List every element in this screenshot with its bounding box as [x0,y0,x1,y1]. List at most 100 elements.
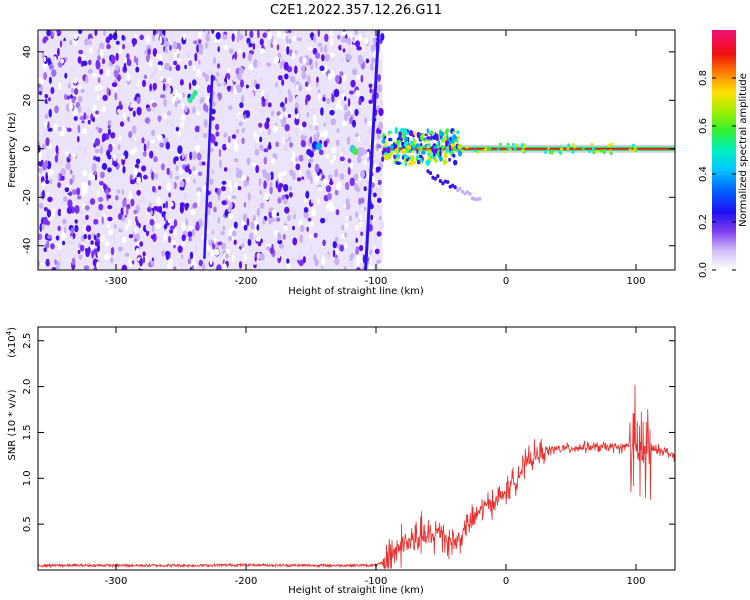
spectrogram-noise-cell [110,132,116,139]
spectrogram-noise-cell [43,247,47,252]
spectrogram-noise-cell [136,189,141,196]
spectrogram-noise-cell [177,145,183,155]
spectrogram-carrier-cell [439,131,445,137]
spectrogram-noise-cell [177,93,183,100]
spectrogram-noise-cell [121,264,128,270]
spectrogram-noise-cell [62,218,67,225]
spectrogram-noise-cell [174,156,179,162]
spectrogram-noise-cell [64,187,70,193]
spectrogram-noise-cell [85,214,89,220]
spectrogram-noise-cell [342,120,347,127]
spectrogram-carrier-cell [443,152,448,159]
spectrogram-noise-cell [328,73,332,81]
spectrogram-noise-cell [379,262,385,268]
spectrogram-noise-cell [78,49,84,55]
spectrogram-noise-cell [256,207,261,217]
spectrogram-noise-cell [95,208,100,218]
spectrogram-noise-cell [188,60,193,67]
spectrogram-noise-cell [216,264,222,270]
spectrogram-noise-cell [295,112,300,120]
spectrogram-noise-cell [162,203,166,209]
spectrogram-noise-cell [298,84,303,92]
spectrogram-noise-cell [237,186,242,191]
spectrogram-noise-cell [177,129,181,138]
spectrogram-noise-cell [260,238,263,244]
spectrogram-y-tick-label: -20 [22,189,33,205]
spectrogram-noise-cell [51,56,56,64]
spectrogram-noise-cell [128,190,133,200]
spectrogram-noise-cell [247,53,253,62]
spectrogram-noise-cell [271,157,276,165]
spectrogram-noise-cell [374,158,380,164]
spectrogram-noise-cell [202,71,206,78]
spectrogram-noise-cell [81,217,87,224]
spectrogram-noise-cell [213,236,217,244]
spectrogram-noise-cell [150,234,155,240]
spectrogram-noise-cell [168,235,171,244]
spectrogram-noise-cell [339,57,345,62]
spectrogram-noise-cell [266,172,272,182]
spectrogram-noise-cell [307,74,310,81]
spectrogram-noise-cell [55,145,59,154]
snr-y-exponent-open: (x10 [7,335,18,358]
spectrogram-noise-cell [39,79,44,85]
spectrogram-noise-cell [222,263,227,270]
spectrogram-noise-cell [301,70,307,80]
spectrogram-carrier-cell [439,150,442,157]
spectrogram-noise-cell [243,224,248,231]
spectrogram-noise-cell [158,64,162,71]
spectrogram-noise-cell [358,57,364,65]
spectrogram-noise-cell [78,105,82,114]
spectrogram-noise-cell [281,79,285,86]
spectrogram-noise-cell [363,206,367,212]
spectrogram-noise-cell [48,64,54,70]
spectrogram-noise-cell [368,264,374,270]
spectrogram-carrier-cell [401,148,407,155]
spectrogram-noise-cell [140,152,144,160]
spectrogram-noise-cell [44,113,49,120]
spectrogram-noise-cell [354,132,359,138]
spectrogram-noise-cell [341,44,344,50]
spectrogram-noise-cell [41,223,45,230]
spectrogram-noise-cell [335,139,340,146]
spectrogram-noise-cell [112,160,116,166]
spectrogram-noise-cell [39,91,42,96]
spectrogram-noise-cell [377,204,381,212]
spectrogram-noise-cell [377,84,382,93]
spectrogram-noise-cell [245,110,251,119]
spectrogram-noise-cell [343,265,347,270]
spectrogram-carrier-cell [381,156,385,163]
spectrogram-x-tick-label: 100 [626,276,645,287]
spectrogram-noise-cell [295,96,300,103]
spectrogram-noise-cell [115,40,120,45]
spectrogram-noise-cell [260,187,265,196]
spectrogram-noise-cell [349,105,353,112]
spectrogram-noise-cell [267,127,271,136]
spectrogram-carrier-cell [413,131,417,136]
spectrogram-noise-cell [38,83,41,88]
spectrogram-noise-cell [267,102,272,108]
spectrogram-noise-cell [297,252,302,261]
spectrogram-noise-cell [177,245,183,253]
spectrogram-noise-cell [264,121,270,130]
spectrogram-noise-cell [259,48,266,54]
spectrogram-noise-cell [122,43,126,50]
spectrogram-carrier-cell [588,150,592,153]
spectrogram-carrier-cell [426,136,431,140]
spectrogram-noise-cell [126,59,132,67]
spectrogram-noise-cell [347,98,351,107]
spectrogram-noise-cell [277,232,282,240]
spectrogram-noise-cell [179,167,184,175]
spectrogram-noise-cell [114,195,119,201]
spectrogram-noise-cell [288,38,292,44]
spectrogram-carrier-cell [421,150,426,155]
spectrogram-y-label: Frequency (Hz) [7,112,18,188]
spectrogram-noise-cell [211,30,215,34]
snr-x-tick-label: 0 [503,576,509,587]
spectrogram-noise-cell [217,216,221,224]
spectrogram-noise-cell [155,206,162,212]
spectrogram-noise-cell [141,165,147,172]
spectrogram-noise-cell [369,88,372,94]
spectrogram-noise-cell [211,202,215,208]
spectrogram-noise-cell [283,61,289,71]
